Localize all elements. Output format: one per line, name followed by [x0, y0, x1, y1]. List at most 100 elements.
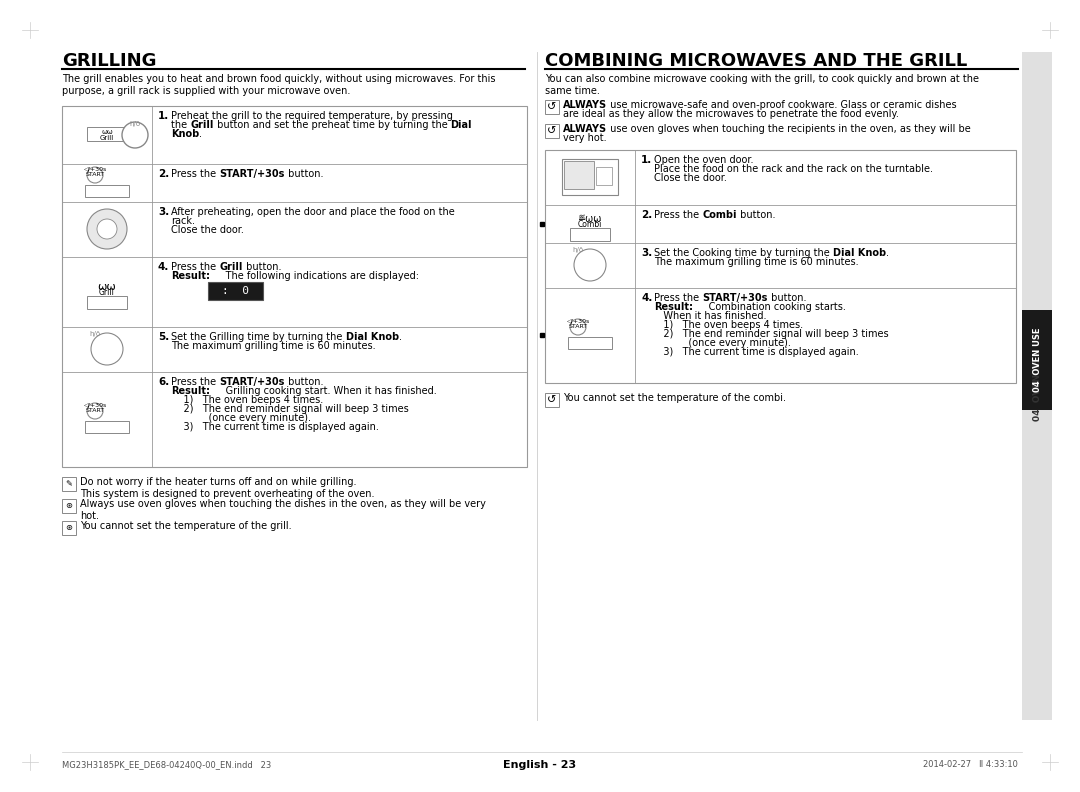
Text: h/ö: h/ö	[89, 331, 100, 337]
Text: START/+30s: START/+30s	[219, 169, 285, 179]
Text: Set the Grilling time by turning the: Set the Grilling time by turning the	[171, 332, 346, 342]
Text: (once every minute).: (once every minute).	[654, 338, 791, 348]
Text: Place the food on the rack and the rack on the turntable.: Place the food on the rack and the rack …	[654, 164, 933, 174]
Text: 2)   The end reminder signal will beep 3 times: 2) The end reminder signal will beep 3 t…	[654, 329, 889, 339]
Text: Combi: Combi	[578, 220, 603, 229]
Circle shape	[97, 219, 117, 239]
Text: ≝ωω: ≝ωω	[578, 214, 603, 224]
Text: 4.: 4.	[158, 262, 170, 272]
Text: (once every minute).: (once every minute).	[171, 413, 311, 423]
FancyBboxPatch shape	[545, 393, 559, 407]
Text: ωω
Grill: ωω Grill	[99, 128, 114, 142]
Text: 3.: 3.	[158, 207, 170, 217]
Text: button.: button.	[285, 169, 323, 179]
Text: The following indications are displayed:: The following indications are displayed:	[210, 271, 419, 281]
Text: h/ö: h/ö	[572, 247, 583, 253]
FancyBboxPatch shape	[62, 521, 76, 535]
Text: 3.: 3.	[642, 248, 652, 258]
Text: Preheat the grill to the required temperature, by pressing: Preheat the grill to the required temper…	[171, 111, 453, 121]
Text: use oven gloves when touching the recipients in the oven, as they will be: use oven gloves when touching the recipi…	[607, 124, 971, 134]
Text: COMBINING MICROWAVES AND THE GRILL: COMBINING MICROWAVES AND THE GRILL	[545, 52, 968, 70]
FancyBboxPatch shape	[85, 421, 129, 433]
Text: ◁/+30s
START: ◁/+30s START	[566, 318, 590, 329]
FancyBboxPatch shape	[570, 228, 610, 241]
FancyBboxPatch shape	[545, 124, 559, 138]
Text: You cannot set the temperature of the grill.: You cannot set the temperature of the gr…	[80, 521, 292, 531]
Text: button.: button.	[737, 210, 775, 220]
FancyBboxPatch shape	[87, 127, 127, 141]
Text: ALWAYS: ALWAYS	[563, 100, 607, 110]
Text: ⊛: ⊛	[66, 524, 72, 532]
Text: Dial Knob: Dial Knob	[833, 248, 886, 258]
Text: Result:: Result:	[654, 302, 693, 312]
FancyBboxPatch shape	[562, 159, 618, 195]
Text: 1)   The oven beeps 4 times.: 1) The oven beeps 4 times.	[654, 320, 804, 330]
Text: very hot.: very hot.	[563, 133, 607, 143]
FancyBboxPatch shape	[596, 167, 612, 185]
Text: Grill: Grill	[219, 262, 243, 272]
Text: Knob: Knob	[171, 129, 199, 139]
Text: 04  OVEN USE: 04 OVEN USE	[1032, 328, 1041, 392]
FancyBboxPatch shape	[62, 499, 76, 513]
Text: Dial Knob: Dial Knob	[346, 332, 399, 342]
Circle shape	[122, 122, 148, 148]
Text: :  0: : 0	[221, 286, 248, 296]
Text: ↺: ↺	[548, 395, 556, 405]
Text: ↺: ↺	[548, 126, 556, 136]
Text: the: the	[171, 120, 190, 130]
Text: Set the Cooking time by turning the: Set the Cooking time by turning the	[654, 248, 833, 258]
Text: ◁/+30s
START: ◁/+30s START	[83, 402, 107, 413]
Text: .: .	[199, 129, 202, 139]
Text: button.: button.	[768, 293, 806, 303]
Text: Press the: Press the	[654, 293, 702, 303]
Text: When it has finished.: When it has finished.	[654, 311, 767, 321]
Text: Press the: Press the	[171, 262, 219, 272]
FancyBboxPatch shape	[62, 106, 527, 467]
Text: .: .	[886, 248, 889, 258]
Text: 1)   The oven beeps 4 times.: 1) The oven beeps 4 times.	[171, 395, 323, 405]
Circle shape	[570, 319, 586, 335]
FancyBboxPatch shape	[568, 337, 612, 349]
Text: button and set the preheat time by turning the: button and set the preheat time by turni…	[214, 120, 450, 130]
Text: Grill: Grill	[99, 288, 114, 297]
Text: The maximum grilling time is 60 minutes.: The maximum grilling time is 60 minutes.	[654, 257, 859, 267]
FancyBboxPatch shape	[87, 296, 127, 309]
Text: 3)   The current time is displayed again.: 3) The current time is displayed again.	[171, 422, 379, 432]
Text: ✎: ✎	[66, 479, 72, 489]
Circle shape	[91, 333, 123, 365]
Text: 2.: 2.	[158, 169, 170, 179]
Text: 4.: 4.	[642, 293, 652, 303]
Text: The grill enables you to heat and brown food quickly, without using microwaves. : The grill enables you to heat and brown …	[62, 74, 496, 96]
FancyBboxPatch shape	[545, 150, 1016, 383]
Circle shape	[573, 249, 606, 281]
Text: 1.: 1.	[642, 155, 652, 165]
Circle shape	[87, 209, 127, 249]
Text: Close the door.: Close the door.	[654, 173, 727, 183]
Text: START/+30s: START/+30s	[702, 293, 768, 303]
Text: 2)   The end reminder signal will beep 3 times: 2) The end reminder signal will beep 3 t…	[171, 404, 408, 414]
Text: .: .	[399, 332, 402, 342]
FancyBboxPatch shape	[1022, 310, 1052, 410]
Text: ◁/+30s
START: ◁/+30s START	[83, 166, 107, 177]
Text: Always use oven gloves when touching the dishes in the oven, as they will be ver: Always use oven gloves when touching the…	[80, 499, 486, 520]
Text: ωω: ωω	[97, 282, 117, 292]
Circle shape	[87, 167, 103, 183]
Text: h/ö: h/ö	[130, 121, 140, 127]
Text: The maximum grilling time is 60 minutes.: The maximum grilling time is 60 minutes.	[171, 341, 376, 351]
Text: are ideal as they allow the microwaves to penetrate the food evenly.: are ideal as they allow the microwaves t…	[563, 109, 899, 119]
Text: rack.: rack.	[171, 216, 195, 226]
Text: button.: button.	[285, 377, 323, 387]
Text: 5.: 5.	[158, 332, 170, 342]
Text: You cannot set the temperature of the combi.: You cannot set the temperature of the co…	[563, 393, 786, 403]
Text: Dial: Dial	[450, 120, 472, 130]
Text: Press the: Press the	[171, 169, 219, 179]
Text: 3)   The current time is displayed again.: 3) The current time is displayed again.	[654, 347, 859, 357]
FancyBboxPatch shape	[1022, 52, 1052, 720]
Text: Combination cooking starts.: Combination cooking starts.	[693, 302, 846, 312]
Text: After preheating, open the door and place the food on the: After preheating, open the door and plac…	[171, 207, 455, 217]
FancyBboxPatch shape	[62, 477, 76, 491]
Text: 6.: 6.	[158, 377, 170, 387]
Text: Do not worry if the heater turns off and on while grilling.
This system is desig: Do not worry if the heater turns off and…	[80, 477, 375, 499]
Text: Open the oven door.: Open the oven door.	[654, 155, 754, 165]
Text: ⊛: ⊛	[66, 501, 72, 511]
